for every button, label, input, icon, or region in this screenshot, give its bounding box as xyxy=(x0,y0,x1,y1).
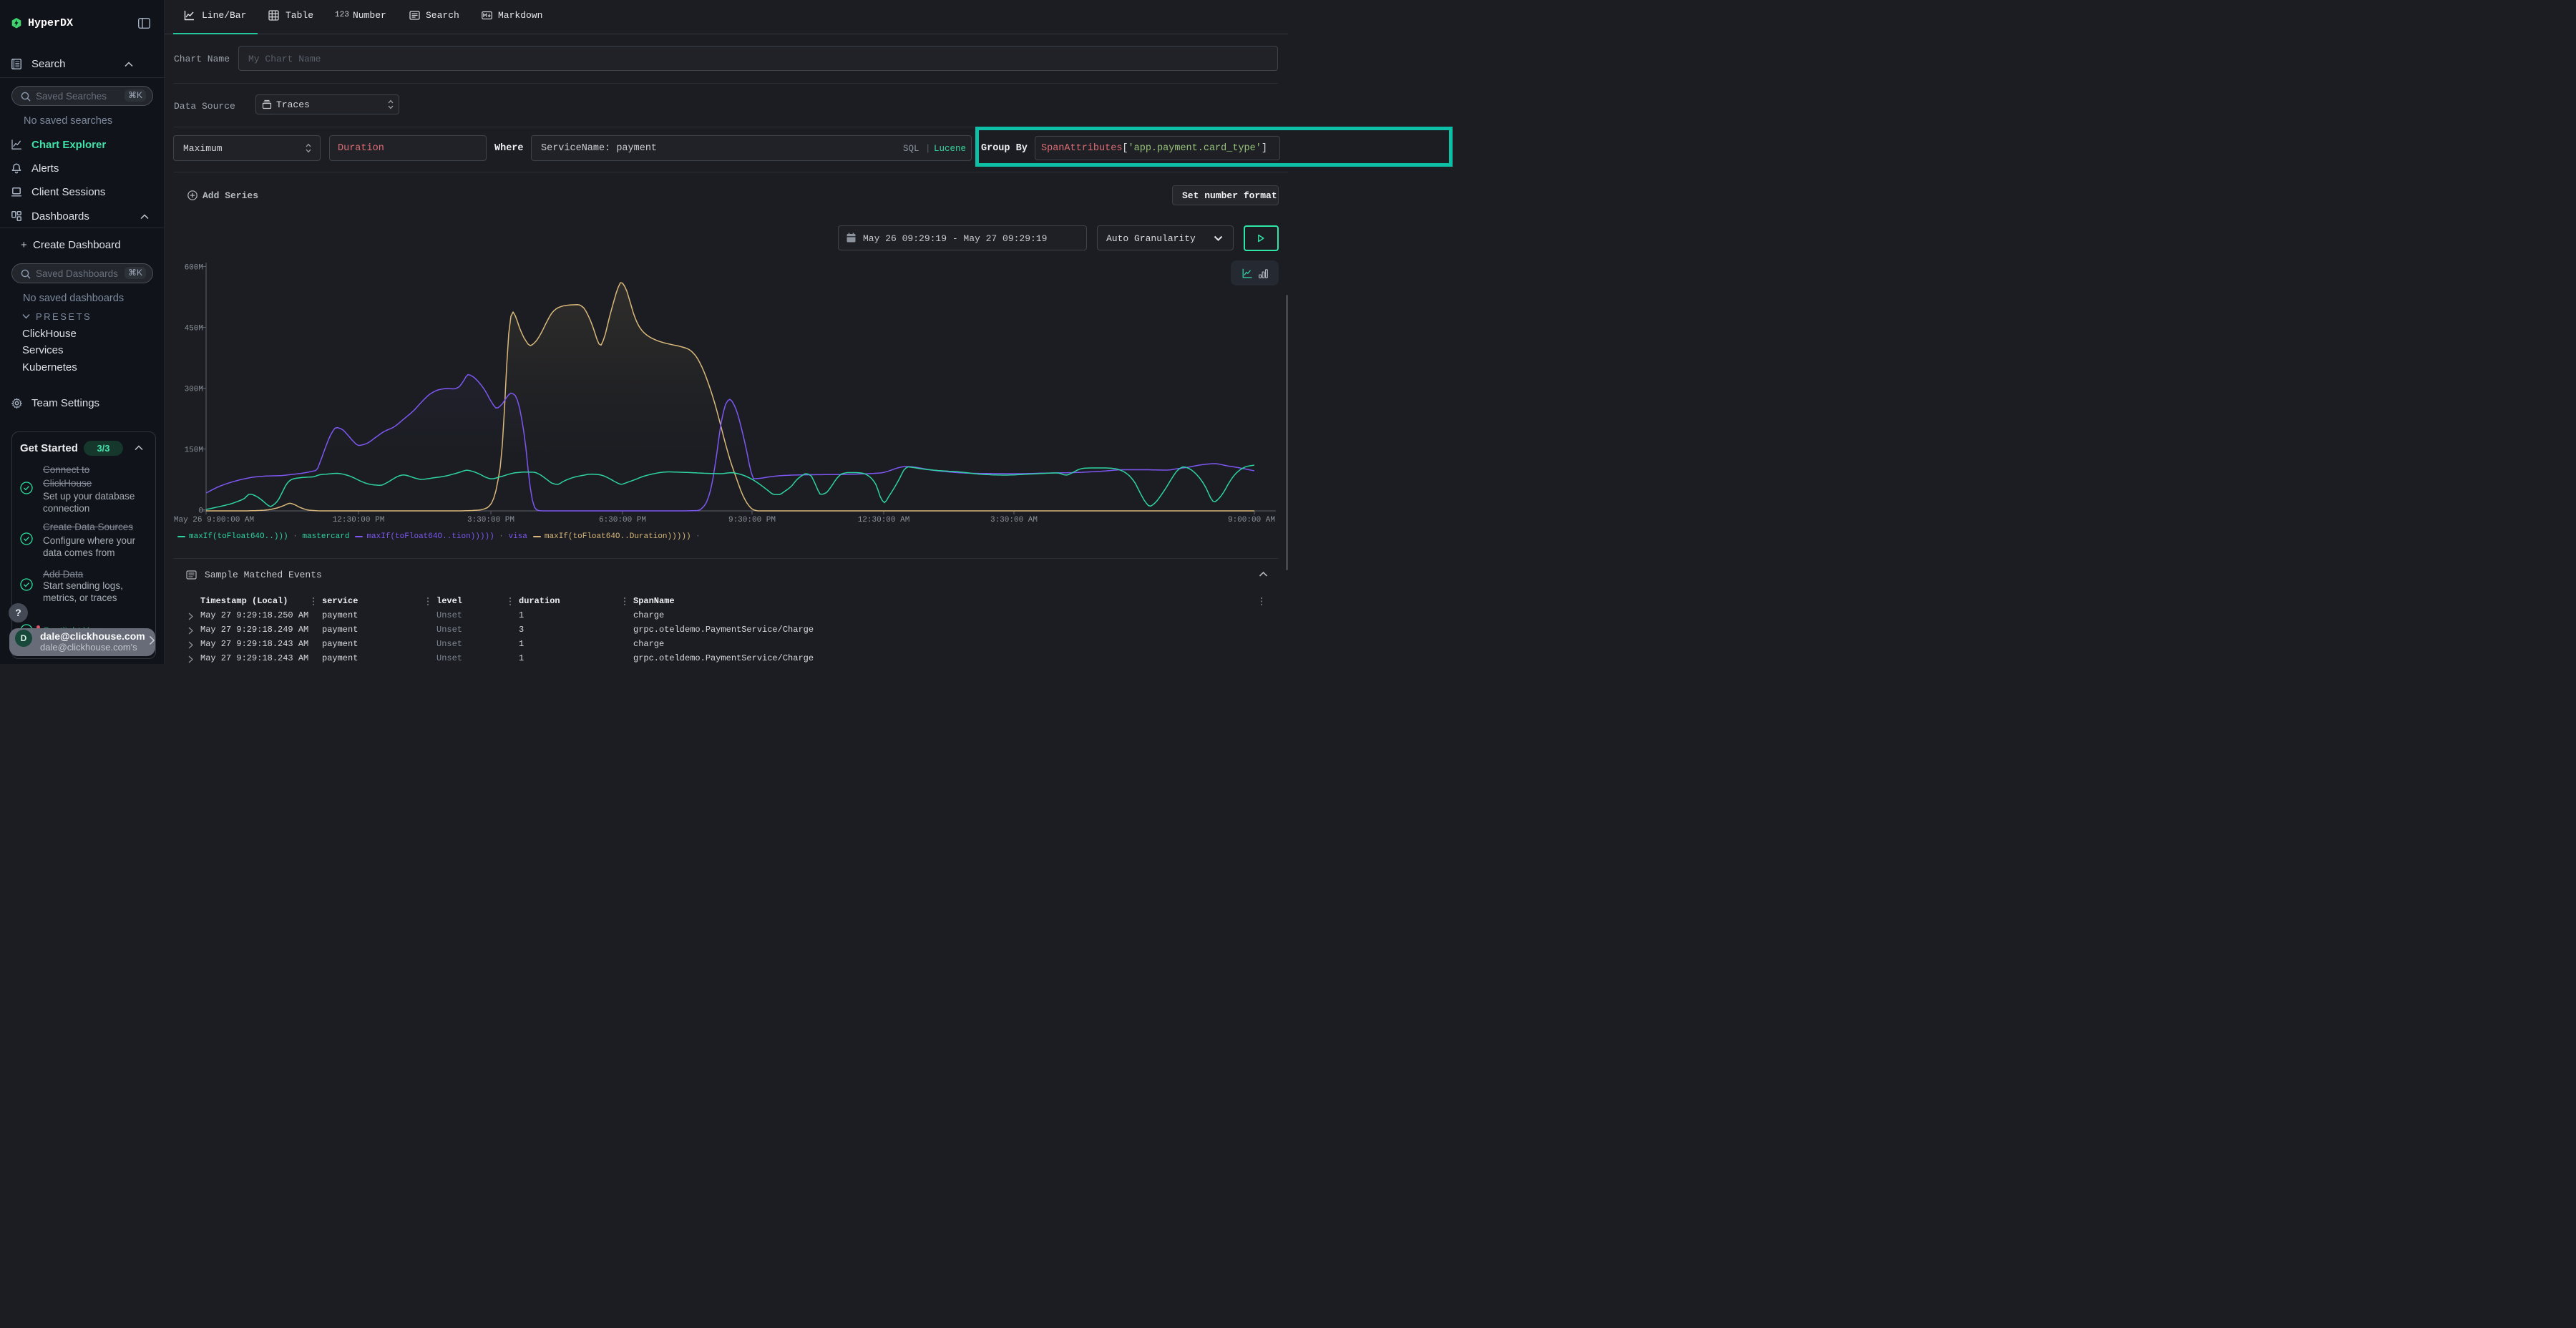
svg-text:12:30:00 PM: 12:30:00 PM xyxy=(333,516,385,524)
svg-text:6:30:00 PM: 6:30:00 PM xyxy=(599,516,646,524)
svg-text:600M: 600M xyxy=(185,264,203,273)
svg-text:300M: 300M xyxy=(185,386,203,394)
svg-text:9:30:00 PM: 9:30:00 PM xyxy=(728,516,776,524)
svg-text:9:00:00 AM: 9:00:00 AM xyxy=(1228,516,1275,524)
svg-text:May 26 9:00:00 AM: May 26 9:00:00 AM xyxy=(174,516,254,524)
svg-text:12:30:00 AM: 12:30:00 AM xyxy=(858,516,910,524)
svg-text:3:30:00 AM: 3:30:00 AM xyxy=(990,516,1038,524)
svg-text:3:30:00 PM: 3:30:00 PM xyxy=(467,516,514,524)
svg-text:150M: 150M xyxy=(185,446,203,455)
svg-text:450M: 450M xyxy=(185,325,203,333)
svg-text:0: 0 xyxy=(198,507,203,516)
